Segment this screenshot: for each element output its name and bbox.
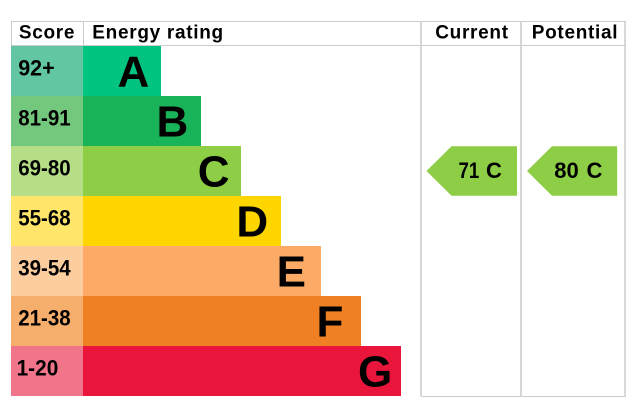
svg-text:80: 80	[554, 158, 578, 183]
svg-text:C: C	[587, 158, 603, 183]
svg-text:B: B	[157, 98, 189, 147]
svg-text:C: C	[486, 158, 502, 183]
svg-text:Current: Current	[435, 22, 509, 43]
svg-text:Potential: Potential	[532, 22, 619, 43]
svg-text:69-80: 69-80	[18, 156, 70, 181]
svg-text:G: G	[358, 347, 392, 396]
svg-text:A: A	[118, 48, 150, 97]
svg-text:1-20: 1-20	[17, 356, 59, 381]
svg-text:92+: 92+	[18, 56, 55, 81]
svg-text:71: 71	[459, 158, 480, 183]
svg-text:F: F	[317, 298, 344, 347]
svg-text:Energy rating: Energy rating	[92, 22, 224, 43]
svg-text:E: E	[277, 248, 306, 297]
svg-text:D: D	[236, 198, 268, 247]
svg-text:81-91: 81-91	[18, 106, 70, 131]
svg-text:39-54: 39-54	[18, 256, 71, 281]
svg-text:21-38: 21-38	[18, 306, 70, 331]
svg-text:Score: Score	[19, 22, 75, 43]
svg-text:55-68: 55-68	[18, 206, 70, 231]
svg-text:C: C	[198, 148, 230, 197]
